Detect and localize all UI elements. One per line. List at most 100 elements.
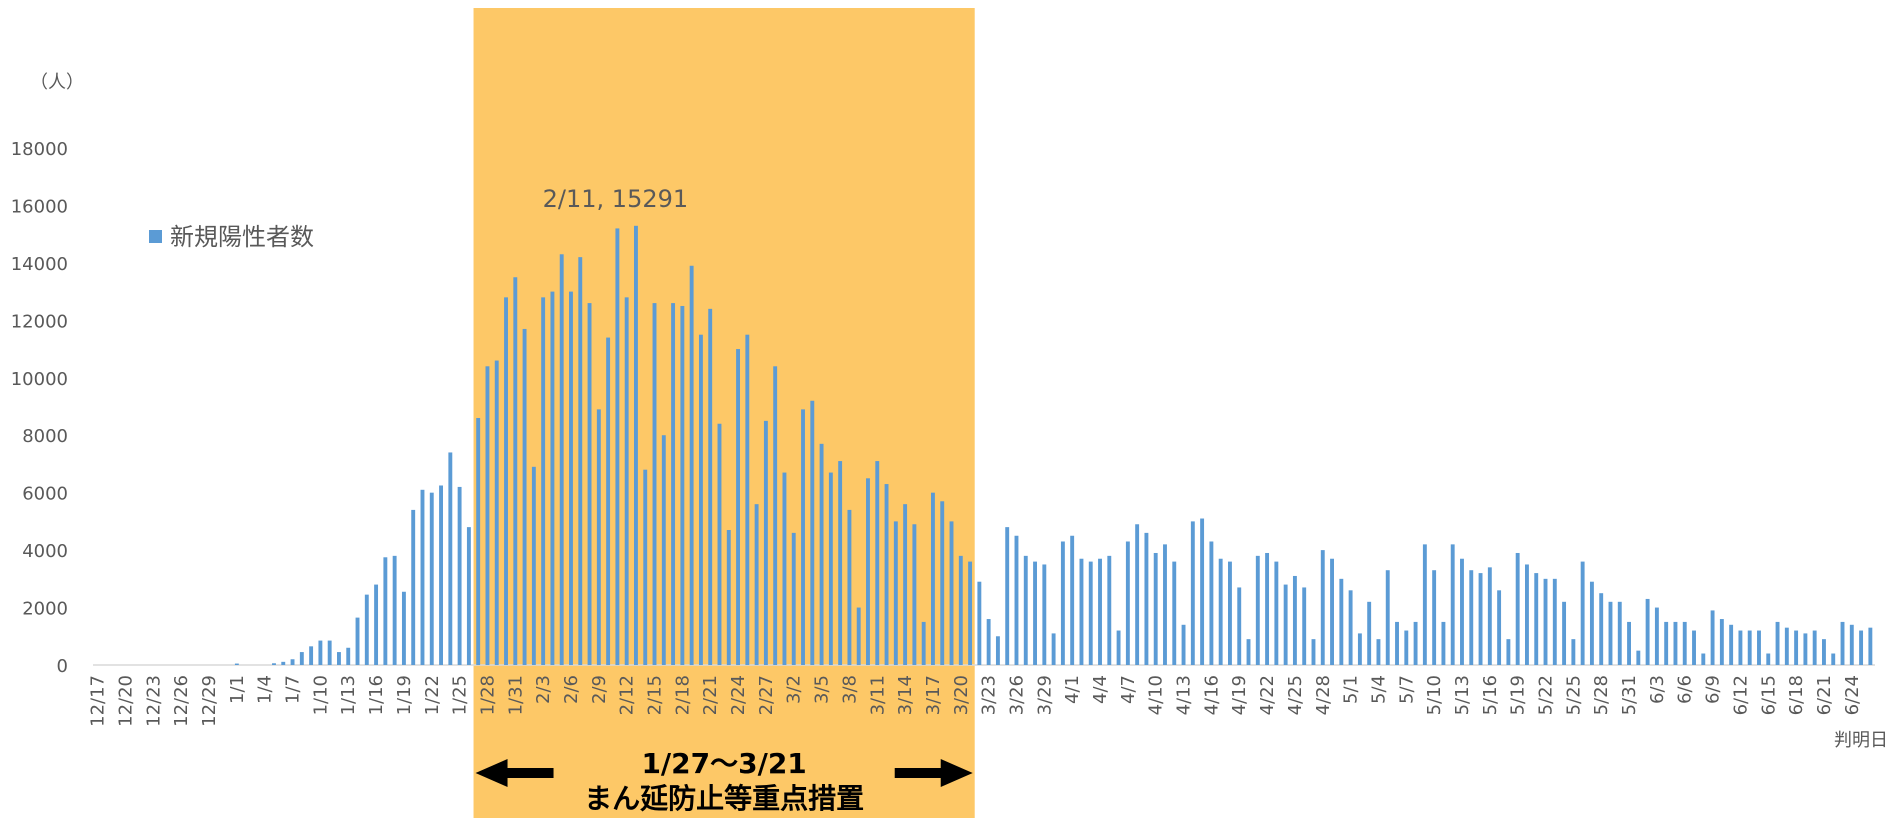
bar [1070, 535, 1075, 665]
bar [1190, 521, 1195, 665]
bar [745, 334, 750, 665]
x-tick-label: 12/26 [171, 675, 192, 727]
bar [1153, 552, 1158, 665]
bar [1163, 544, 1167, 665]
bar [1757, 630, 1761, 665]
x-tick-label: 3/2 [784, 675, 805, 704]
x-tick-label: 6/18 [1786, 675, 1807, 715]
bar [494, 360, 499, 665]
x-tick-labels: 12/17 12/20 12/23 12/26 12/29 1/1 1/4 1/7 1/10 1/… [88, 675, 1863, 727]
x-tick-label: 4/7 [1118, 675, 1139, 704]
bar [466, 527, 471, 665]
bar [1283, 584, 1288, 665]
bar [559, 254, 564, 665]
x-tick-label: 3/17 [923, 675, 944, 715]
x-tick-label: 1/7 [283, 675, 304, 704]
period-name-label: まん延防止等重点措置 [584, 782, 864, 815]
x-tick-label: 2/9 [589, 675, 610, 704]
x-tick-label: 4/25 [1285, 675, 1306, 715]
bar [931, 492, 935, 665]
bar [1766, 653, 1771, 665]
x-tick-label: 5/28 [1591, 675, 1612, 715]
x-tick-label: 5/16 [1480, 675, 1501, 715]
bar [736, 349, 740, 665]
x-tick-label: 3/5 [812, 675, 833, 704]
bar [457, 486, 462, 665]
y-tick-label: 0 [57, 656, 68, 677]
bar [986, 619, 991, 665]
x-tick-label: 2/24 [728, 675, 749, 715]
bar [1107, 555, 1112, 665]
bar [921, 621, 926, 665]
x-tick-label: 1/28 [477, 675, 498, 715]
bar [1320, 550, 1325, 665]
bar [1125, 541, 1130, 665]
bar [522, 328, 527, 665]
bar [1831, 653, 1836, 665]
x-tick-label: 1/10 [310, 675, 331, 715]
bar [1051, 633, 1056, 665]
x-tick-label: 6/12 [1730, 675, 1751, 715]
bar [569, 291, 573, 665]
x-tick-label: 6/24 [1842, 675, 1863, 715]
bar [791, 532, 796, 665]
x-tick-label: 12/23 [143, 675, 164, 727]
bar [671, 303, 676, 665]
bar [1172, 561, 1177, 665]
peak-data-label: 2/11, 15291 [543, 185, 689, 213]
bar [606, 337, 611, 665]
bar [1562, 601, 1567, 665]
bar [1274, 561, 1279, 665]
x-tick-label: 1/31 [505, 675, 526, 715]
bar [1868, 627, 1873, 665]
bar [1636, 650, 1641, 665]
bar [587, 303, 592, 665]
bar [708, 308, 713, 665]
x-tick-label: 6/15 [1758, 675, 1779, 715]
bar [847, 509, 852, 665]
bar [1181, 624, 1186, 665]
bar [801, 409, 805, 665]
bar [1014, 535, 1019, 665]
bar [1692, 630, 1696, 665]
bar [485, 366, 490, 665]
bar [476, 417, 481, 665]
x-tick-label: 2/3 [533, 675, 554, 704]
bar [1654, 607, 1659, 665]
bar [1617, 601, 1622, 665]
y-tick-label: 12000 [11, 311, 68, 332]
bar [866, 478, 870, 665]
bar [1218, 558, 1223, 665]
x-tick-label: 12/29 [199, 675, 220, 727]
bar [550, 291, 555, 665]
x-tick-label: 3/20 [951, 675, 972, 715]
period-highlight [473, 8, 975, 818]
bar [643, 469, 648, 665]
legend-label: 新規陽性者数 [170, 223, 314, 251]
bar [1645, 598, 1650, 665]
bar [364, 594, 369, 665]
bar [327, 640, 332, 665]
bar [429, 492, 434, 665]
y-tick-label: 10000 [11, 369, 68, 390]
x-tick-label: 1/13 [338, 675, 359, 715]
x-axis-label: 判明日 [1834, 730, 1888, 751]
bar [1209, 541, 1214, 665]
bar [828, 472, 833, 665]
bar [1701, 653, 1706, 665]
bar [1385, 570, 1390, 665]
bar [968, 561, 973, 665]
bar [1682, 621, 1687, 665]
bar [1228, 561, 1232, 665]
y-tick-label: 18000 [11, 139, 68, 160]
bar [624, 297, 629, 665]
x-tick-label: 5/25 [1563, 675, 1584, 715]
bar [810, 400, 815, 665]
bar [1543, 578, 1548, 665]
bar [1311, 639, 1316, 665]
bar [1673, 621, 1678, 665]
x-tick-label: 4/1 [1062, 675, 1083, 704]
x-tick-label: 3/11 [867, 675, 888, 715]
bar [1200, 518, 1205, 665]
